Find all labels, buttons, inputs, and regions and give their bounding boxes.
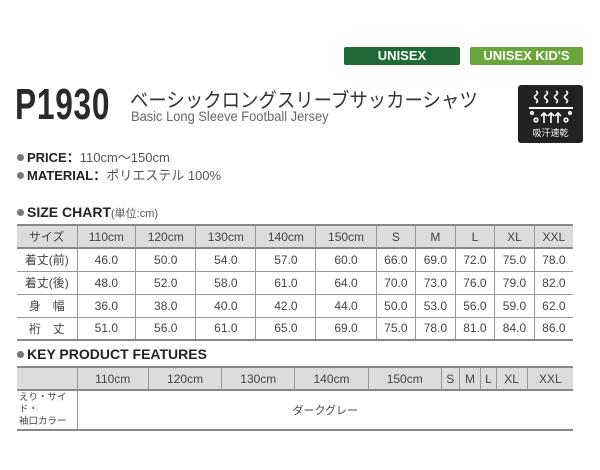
column-header: 120cm xyxy=(135,225,197,248)
material-value: ポリエステル 100% xyxy=(106,168,222,183)
column-header: XXL xyxy=(526,367,573,390)
table-cell: 58.0 xyxy=(195,271,257,294)
table-cell: 69.0 xyxy=(415,248,456,271)
table-cell: 44.0 xyxy=(315,294,377,317)
table-cell: 70.0 xyxy=(375,271,417,294)
column-header: M xyxy=(458,367,482,390)
table-cell: 51.0 xyxy=(76,317,137,340)
column-header: L xyxy=(454,225,496,248)
material-label: MATERIAL： xyxy=(27,168,107,183)
table-cell: 61.0 xyxy=(255,271,317,294)
column-header: 120cm xyxy=(147,367,223,390)
table-cell: 65.0 xyxy=(255,317,317,340)
table-cell: 66.0 xyxy=(375,248,417,271)
table-row: 裄 丈 51.0 56.0 61.0 65.0 69.0 75.0 78.0 81.0 84.0 8… xyxy=(17,317,573,340)
table-row: えり・サイド・ 袖口カラー ダークグレー xyxy=(17,390,573,430)
table-cell: 50.0 xyxy=(135,248,197,271)
table-cell: 72.0 xyxy=(454,248,496,271)
column-header: 130cm xyxy=(195,225,257,248)
table-cell: 81.0 xyxy=(454,317,496,340)
column-header: 150cm xyxy=(315,225,377,248)
column-header: サイズ xyxy=(17,225,78,248)
column-header: L xyxy=(480,367,497,390)
table-cell: 38.0 xyxy=(135,294,197,317)
column-header: 110cm xyxy=(76,367,149,390)
column-header: XXL xyxy=(533,225,573,248)
column-header: 130cm xyxy=(221,367,296,390)
features-row-label: えり・サイド・ 袖口カラー xyxy=(17,390,78,430)
features-table: 110cm 120cm 130cm 140cm 150cm S M L XL XXL えり・サイド… xyxy=(17,366,573,431)
features-heading: KEY PRODUCT FEATURES xyxy=(17,346,207,362)
column-header: 110cm xyxy=(76,225,137,248)
table-cell: 61.0 xyxy=(195,317,257,340)
table-cell: 73.0 xyxy=(415,271,456,294)
table-cell: 75.0 xyxy=(375,317,417,340)
table-row: 身 幅 36.0 38.0 40.0 42.0 44.0 50.0 53.0 56.0 59.0 6… xyxy=(17,294,573,317)
table-cell: 64.0 xyxy=(315,271,377,294)
column-header: M xyxy=(415,225,456,248)
table-cell: 69.0 xyxy=(315,317,377,340)
table-cell: 78.0 xyxy=(533,248,573,271)
product-code: P1930 xyxy=(15,80,111,129)
size-chart-table: サイズ 110cm 120cm 130cm 140cm 150cm S M L XL XXL 着丈(… xyxy=(17,224,573,341)
column-header xyxy=(17,367,78,390)
table-cell: 59.0 xyxy=(494,294,535,317)
unisex-badge: UNISEX xyxy=(344,47,460,65)
column-header: S xyxy=(440,367,460,390)
table-row: 着丈(後) 48.0 52.0 58.0 61.0 64.0 70.0 73.0 76.0 79.… xyxy=(17,271,573,294)
row-label: 着丈(前) xyxy=(17,248,78,271)
table-cell: 46.0 xyxy=(76,248,137,271)
row-label: 身 幅 xyxy=(17,294,78,317)
table-cell: 53.0 xyxy=(415,294,456,317)
size-chart-title: SIZE CHART xyxy=(27,204,111,220)
quick-dry-badge: 吸汗速乾 xyxy=(518,85,583,143)
label-line-1: えり・サイド・ xyxy=(19,392,67,415)
column-header: 140cm xyxy=(255,225,317,248)
table-cell: 84.0 xyxy=(494,317,535,340)
features-header-row: 110cm 120cm 130cm 140cm 150cm S M L XL XXL xyxy=(17,367,573,390)
row-label: 着丈(後) xyxy=(17,271,78,294)
price-value: 110cm～150cm xyxy=(79,150,170,165)
table-cell: 79.0 xyxy=(494,271,535,294)
table-cell: 75.0 xyxy=(494,248,535,271)
table-cell: 62.0 xyxy=(533,294,573,317)
table-cell: 57.0 xyxy=(255,248,317,271)
column-header: 150cm xyxy=(367,367,442,390)
unisex-kids-badge: UNISEX KID'S xyxy=(470,47,583,65)
row-label: 裄 丈 xyxy=(17,317,78,340)
table-cell: 86.0 xyxy=(533,317,573,340)
label-line-2: 袖口カラー xyxy=(19,416,67,427)
size-chart-header-row: サイズ 110cm 120cm 130cm 140cm 150cm S M L XL XXL xyxy=(17,225,573,248)
table-cell: 50.0 xyxy=(375,294,417,317)
column-header: XL xyxy=(494,225,535,248)
table-cell: 78.0 xyxy=(415,317,456,340)
column-header: XL xyxy=(495,367,528,390)
table-cell: 42.0 xyxy=(255,294,317,317)
table-cell: 60.0 xyxy=(315,248,377,271)
table-cell: 48.0 xyxy=(76,271,137,294)
column-header: S xyxy=(375,225,417,248)
table-cell: 54.0 xyxy=(195,248,257,271)
table-row: 着丈(前) 46.0 50.0 54.0 57.0 60.0 66.0 69.0 72.0 75.… xyxy=(17,248,573,271)
features-value: ダークグレー xyxy=(76,390,573,430)
size-chart-heading: SIZE CHART(単位:cm) xyxy=(17,204,158,221)
table-cell: 82.0 xyxy=(533,271,573,294)
product-name-en: Basic Long Sleeve Football Jersey xyxy=(131,108,329,124)
product-name-jp: ベーシックロングスリーブサッカーシャツ xyxy=(130,88,478,112)
table-cell: 52.0 xyxy=(135,271,197,294)
material-line: MATERIAL：ポリエステル 100% xyxy=(17,165,221,184)
column-header: 140cm xyxy=(294,367,369,390)
quick-dry-icon xyxy=(528,90,573,123)
table-cell: 56.0 xyxy=(135,317,197,340)
table-cell: 36.0 xyxy=(76,294,137,317)
price-line: PRICE：110cm～150cm xyxy=(17,147,170,166)
table-cell: 56.0 xyxy=(454,294,496,317)
features-title: KEY PRODUCT FEATURES xyxy=(27,346,207,362)
price-label: PRICE： xyxy=(27,150,80,165)
quick-dry-label: 吸汗速乾 xyxy=(532,129,569,139)
table-cell: 76.0 xyxy=(454,271,496,294)
table-cell: 40.0 xyxy=(195,294,257,317)
size-chart-unit: (単位:cm) xyxy=(111,208,159,220)
